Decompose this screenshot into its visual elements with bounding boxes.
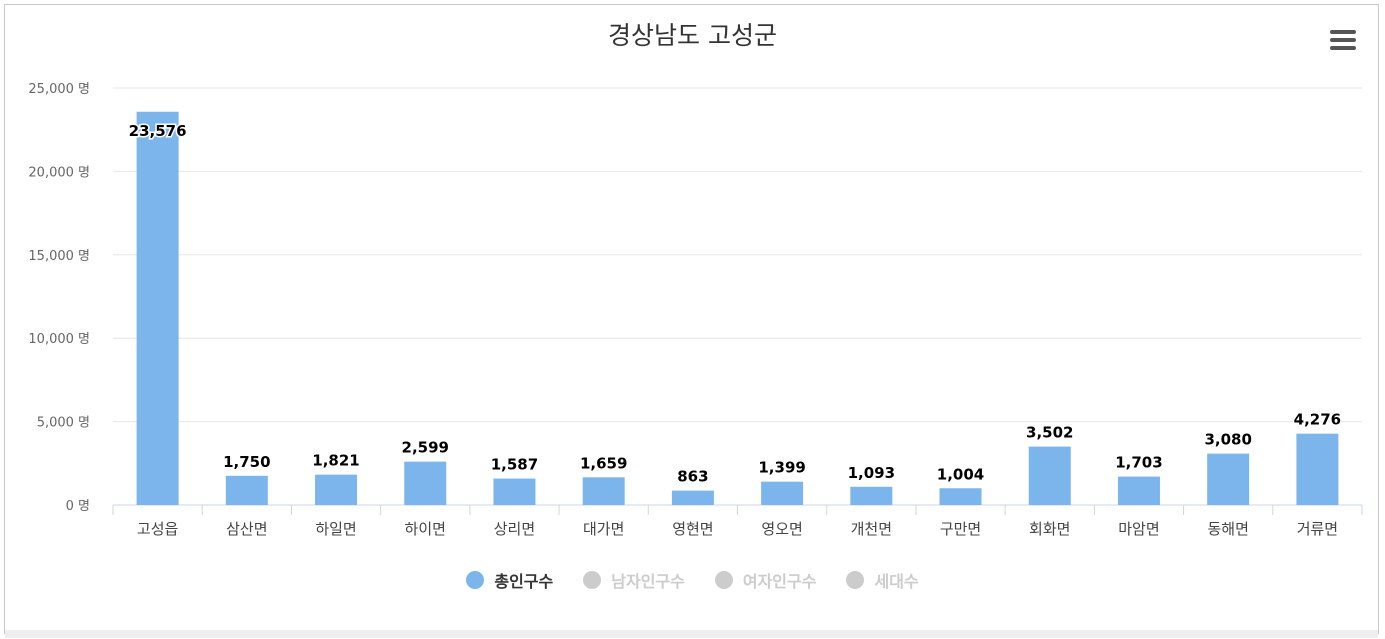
data-label: 23,576 xyxy=(129,122,187,140)
bar xyxy=(1296,433,1339,505)
x-tick-label: 하이면 xyxy=(405,520,446,538)
legend-dot-icon xyxy=(714,571,733,589)
bar xyxy=(1117,476,1160,505)
legend-label: 여자인구수 xyxy=(742,572,817,591)
x-tick-label: 삼산면 xyxy=(226,520,267,538)
data-label: 3,502 xyxy=(1026,424,1073,442)
y-tick-label: 25,000 명 xyxy=(28,82,90,97)
data-label: 1,587 xyxy=(491,456,538,474)
x-tick-label: 대가면 xyxy=(583,520,624,538)
x-tick-label: 상리면 xyxy=(494,520,535,538)
data-label: 1,399 xyxy=(758,459,805,477)
x-tick-label: 회화면 xyxy=(1029,520,1070,538)
data-label: 1,703 xyxy=(1115,454,1162,472)
legend-item-female[interactable]: 여자인구수 xyxy=(714,568,817,592)
bar xyxy=(1028,446,1071,505)
legend-item-total[interactable]: 총인구수 xyxy=(466,568,553,592)
data-label: 2,599 xyxy=(402,439,449,457)
data-label: 863 xyxy=(677,468,708,486)
data-label: 1,750 xyxy=(223,453,270,471)
data-label: 3,080 xyxy=(1204,431,1251,449)
y-tick-label: 20,000 명 xyxy=(28,165,90,180)
x-tick-label: 하일면 xyxy=(315,520,356,538)
data-label: 1,821 xyxy=(312,452,359,470)
bar xyxy=(671,490,714,505)
data-label: 4,276 xyxy=(1294,411,1341,429)
data-label: 1,093 xyxy=(848,464,895,482)
data-label: 1,004 xyxy=(937,465,984,483)
legend-dot-icon xyxy=(846,571,865,589)
legend-label: 세대수 xyxy=(874,572,919,591)
bar xyxy=(493,478,536,505)
bar xyxy=(761,481,804,505)
chart-title: 경상남도 고성군 xyxy=(608,21,777,50)
bar xyxy=(404,461,447,505)
footer-strip xyxy=(5,630,1378,638)
legend-item-male[interactable]: 남자인구수 xyxy=(583,568,685,592)
x-tick-label: 동해면 xyxy=(1207,520,1248,538)
x-tick-label: 영현면 xyxy=(672,520,713,538)
legend-label: 남자인구수 xyxy=(611,572,685,591)
data-label: 1,659 xyxy=(580,454,627,472)
x-tick-label: 개천면 xyxy=(851,520,892,538)
legend-dot-icon xyxy=(583,571,602,589)
x-tick-label: 고성읍 xyxy=(137,520,178,538)
bar xyxy=(315,474,358,505)
y-tick-label: 0 명 xyxy=(66,499,90,514)
x-tick-label: 구만면 xyxy=(940,520,981,538)
bar xyxy=(136,111,179,505)
x-tick-label: 거류면 xyxy=(1297,520,1338,538)
x-tick-label: 영오면 xyxy=(761,520,802,538)
y-tick-label: 10,000 명 xyxy=(28,332,90,347)
legend-label: 총인구수 xyxy=(494,572,554,591)
y-tick-label: 15,000 명 xyxy=(28,249,90,264)
legend: 총인구수 남자인구수 여자인구수 세대수 xyxy=(0,568,1385,592)
bar xyxy=(939,488,982,505)
x-tick-label: 마암면 xyxy=(1118,520,1159,538)
legend-dot-icon xyxy=(466,571,485,589)
y-tick-label: 5,000 명 xyxy=(37,416,90,431)
chart-container xyxy=(4,4,1379,634)
legend-item-households[interactable]: 세대수 xyxy=(846,568,919,592)
hamburger-menu-icon[interactable] xyxy=(1328,27,1358,53)
bar xyxy=(850,486,893,505)
bar xyxy=(582,477,625,505)
bar xyxy=(225,475,268,505)
bar xyxy=(1207,453,1250,505)
